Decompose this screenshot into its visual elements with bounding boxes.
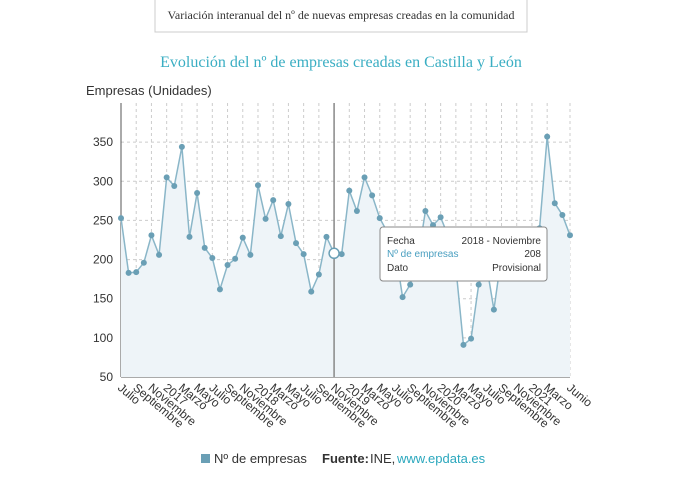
source: INE, [370,451,395,466]
point [369,192,376,199]
source-link[interactable]: www.epdata.es [396,451,486,466]
tooltip-label: Dato [387,263,409,274]
point [437,214,444,221]
point [376,215,383,222]
area [121,136,570,377]
legend-label: Nº de empresas [214,451,307,466]
tooltip-label: Nº de empresas [387,249,458,260]
line [120,136,571,347]
tooltip: Fecha 2018 - Noviembre Nº de empresas 20… [379,226,548,282]
point [399,294,406,301]
point [422,208,429,215]
point [194,190,201,197]
point [262,215,269,222]
point [361,174,368,181]
y-axis-label: Empresas (Unidades) [86,83,212,98]
point [224,262,231,269]
y-tick-label: 150 [93,292,113,306]
y-tick-label: 250 [93,213,113,227]
point [209,255,216,262]
tooltip-value: 208 [524,249,541,260]
point [163,174,170,181]
point [460,341,467,348]
point [216,286,223,293]
tooltip-value: 2018 - Noviembre [462,236,542,247]
y-tick-label: 200 [93,253,113,267]
y-tick-label: 50 [100,370,114,384]
source-label: Fuente: [322,451,369,466]
legend-swatch [201,454,210,463]
point [239,234,246,241]
y-tick-label: 100 [93,331,113,345]
point [300,251,307,258]
point [277,233,284,240]
highlight-point [328,247,340,260]
tooltip-label: Fecha [387,236,415,247]
point [178,143,185,150]
point [475,281,482,288]
header: Variación interanual del nº de nuevas em… [168,8,515,22]
point [315,271,322,278]
point [118,215,124,222]
point [490,306,497,313]
point [559,211,566,218]
tooltip-box [379,226,548,282]
header-box [154,0,528,33]
point [125,269,132,276]
point [353,208,360,215]
point [201,244,208,251]
point [407,281,414,288]
tooltip-value: Provisional [492,263,541,274]
point [346,187,353,194]
point [247,251,254,258]
point [544,133,551,140]
point [133,269,140,276]
point [468,335,475,342]
point [567,232,573,239]
chart-title: Evolución del nº de empresas creadas en … [160,54,522,71]
point [270,197,277,204]
plot [118,103,573,377]
point [323,233,330,240]
point [156,251,163,258]
point [254,182,261,189]
point [148,232,155,239]
point [308,288,315,295]
y-tick-label: 300 [93,174,113,188]
point [232,255,239,262]
point [293,240,300,247]
point [186,233,193,240]
point [140,259,147,266]
point [285,200,292,207]
y-tick-label: 350 [93,135,113,149]
point [551,200,558,207]
point [171,182,178,189]
point [338,251,345,258]
